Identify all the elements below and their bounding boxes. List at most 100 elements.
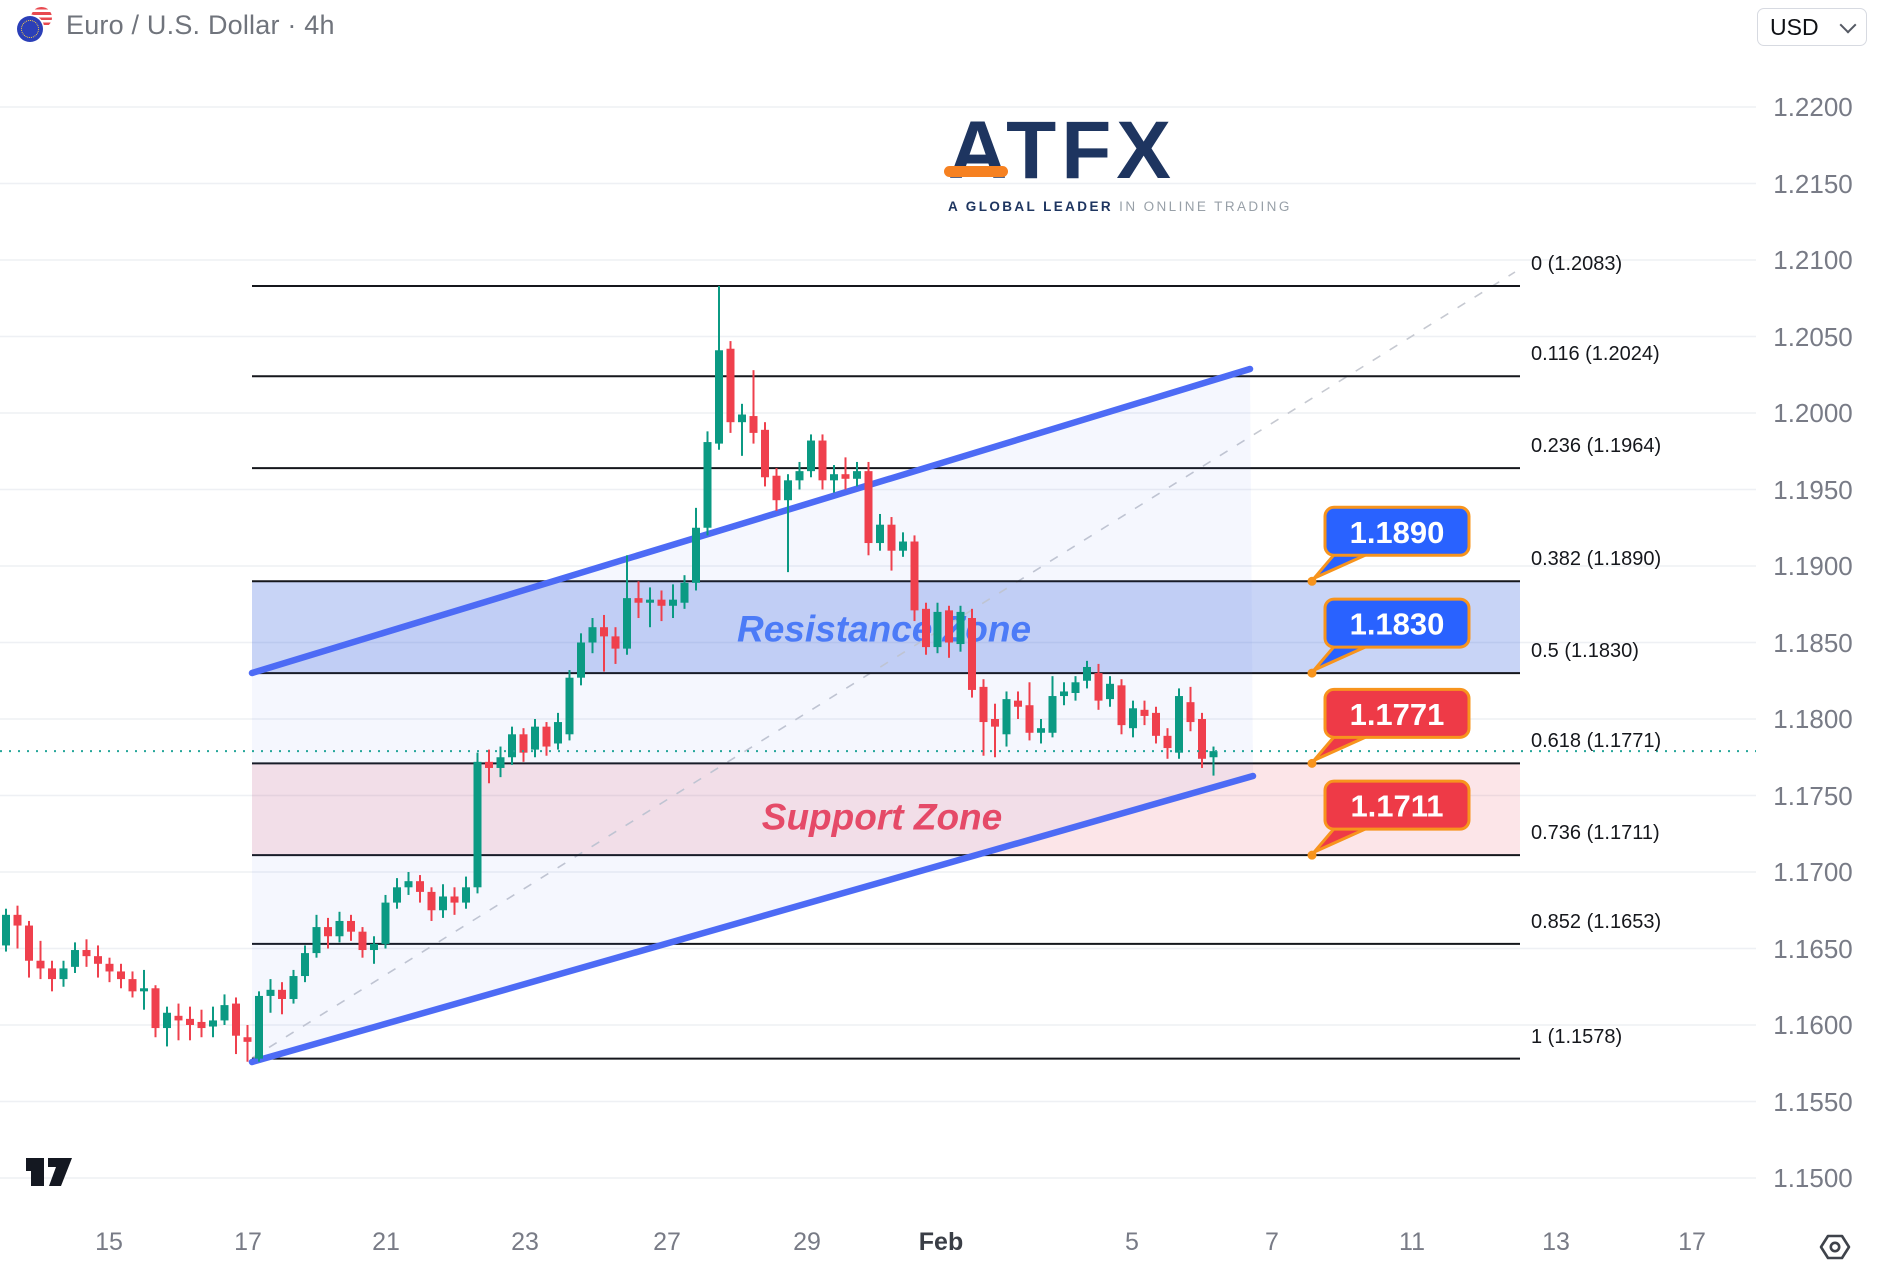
fib-level-label: 0.236 (1.1964): [1531, 435, 1662, 458]
candle: [784, 474, 792, 573]
settings-gear-icon[interactable]: [1817, 1229, 1853, 1265]
candle-body: [1129, 708, 1137, 729]
candle-body: [151, 988, 160, 1029]
candle: [462, 876, 470, 909]
candle-body: [623, 598, 631, 649]
candle: [1186, 686, 1195, 732]
candle-body: [82, 950, 91, 957]
symbol-header[interactable]: Euro / U.S. Dollar · 4h: [16, 6, 335, 44]
candle-body: [738, 414, 746, 423]
candle-body: [680, 582, 689, 603]
candle-body: [209, 1020, 217, 1027]
candle-body: [692, 527, 700, 583]
symbol-title: Euro / U.S. Dollar · 4h: [66, 9, 335, 40]
price-bubble-anchor-dot: [1307, 576, 1317, 586]
candle: [151, 985, 160, 1038]
candle: [1037, 719, 1045, 744]
candle: [1025, 682, 1034, 741]
candle-body: [1083, 666, 1091, 681]
candles-layer: [2, 286, 1218, 1062]
candle-body: [554, 722, 562, 744]
time-axis-tick: 17: [234, 1228, 262, 1256]
candle: [13, 905, 22, 949]
price-bubble-text: 1.1890: [1350, 515, 1445, 550]
candle-body: [910, 541, 919, 611]
candle: [163, 1006, 171, 1047]
candle: [289, 969, 298, 1004]
candle: [807, 434, 815, 478]
chevron-down-icon: [1839, 16, 1857, 33]
candle-body: [381, 902, 390, 944]
candle-body: [956, 611, 965, 645]
candle: [623, 555, 631, 655]
candle: [1083, 660, 1091, 689]
price-bubble[interactable]: 1.1711: [1307, 779, 1471, 860]
candle: [174, 1003, 183, 1041]
upper-trendline[interactable]: [248, 365, 1254, 677]
candle-body: [485, 761, 493, 768]
candle: [71, 942, 79, 973]
candle: [1060, 682, 1068, 706]
candle-body: [519, 734, 528, 753]
candle: [25, 920, 33, 978]
candle-body: [416, 881, 424, 892]
candle-body: [703, 442, 712, 528]
price-axis-tick: 1.2000: [1773, 398, 1853, 428]
atfx-logo-orange-dash-icon: [944, 166, 1008, 177]
candle: [1140, 700, 1149, 726]
candle-body: [393, 887, 401, 903]
candle: [876, 513, 884, 551]
price-axis-tick: 1.1500: [1773, 1163, 1853, 1193]
candle: [692, 507, 700, 591]
candle-body: [1117, 685, 1126, 726]
resistance-zone-label: Resistance Zone: [737, 609, 1031, 650]
candle-body: [726, 348, 735, 423]
candle-body: [473, 761, 482, 888]
candle: [738, 403, 746, 456]
candle: [1152, 706, 1160, 744]
candle: [347, 914, 355, 941]
tradingview-logo[interactable]: [20, 1152, 80, 1192]
candle: [301, 945, 309, 983]
candle-body: [600, 627, 608, 637]
price-bubble[interactable]: 1.1890: [1307, 505, 1471, 586]
candle: [232, 997, 240, 1055]
candle: [48, 960, 56, 992]
candle-body: [140, 988, 148, 992]
lower-trendline[interactable]: [248, 772, 1257, 1066]
candle-body: [232, 1003, 240, 1036]
candle: [496, 746, 505, 778]
candle-body: [1037, 728, 1045, 733]
support-zone-label: Support Zone: [762, 797, 1002, 838]
candle: [922, 602, 930, 655]
candle-body: [749, 416, 758, 433]
candle-body: [634, 598, 643, 603]
candle-body: [59, 968, 68, 980]
price-bubble-box: [1323, 597, 1471, 649]
candle-body: [427, 891, 436, 911]
candle-body: [243, 1037, 252, 1042]
candle: [669, 584, 677, 619]
currency-dropdown[interactable]: USD: [1757, 8, 1867, 46]
price-bubble[interactable]: 1.1830: [1307, 597, 1471, 678]
candle: [82, 939, 91, 967]
price-axis-tick: 1.2100: [1773, 245, 1853, 275]
atfx-tagline: A GLOBAL LEADER IN ONLINE TRADING: [948, 199, 1289, 214]
candle: [485, 749, 493, 784]
candle-body: [186, 1018, 194, 1025]
price-axis-tick: 1.1850: [1773, 627, 1853, 658]
candle: [358, 927, 367, 958]
fib-level-label: 0.852 (1.1653): [1531, 910, 1662, 933]
candle: [36, 940, 45, 980]
candle: [910, 535, 919, 622]
candle-body: [1025, 705, 1034, 733]
candle-body: [358, 931, 367, 951]
price-bubble[interactable]: 1.1771: [1307, 687, 1471, 768]
candle: [933, 602, 942, 654]
candle-body: [128, 979, 137, 992]
candle: [761, 422, 769, 487]
candle-body: [278, 989, 286, 999]
candle: [715, 286, 723, 450]
candle: [611, 627, 620, 664]
